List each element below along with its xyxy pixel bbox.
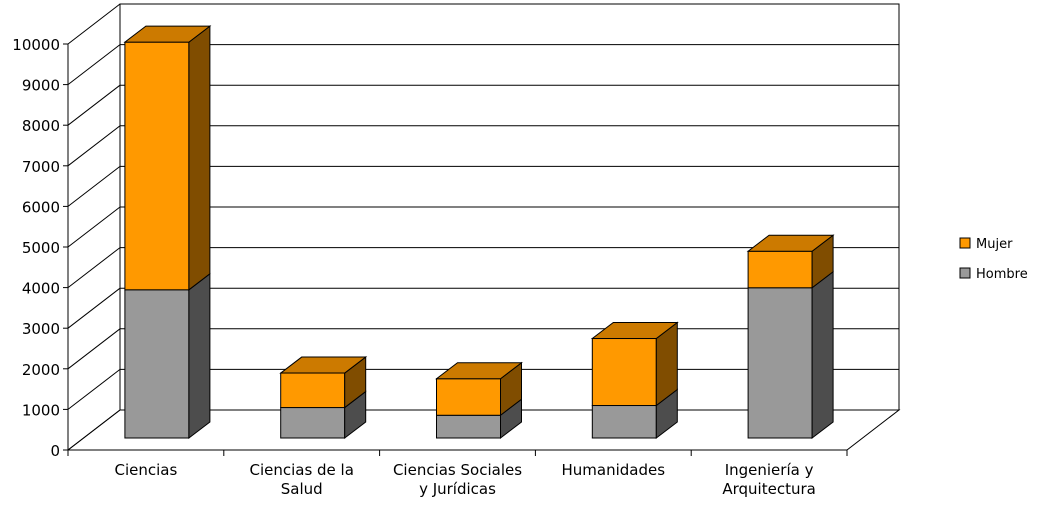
y-tick-label: 4000 (22, 280, 60, 298)
y-tick-label: 10000 (12, 36, 60, 54)
wall-diagonal (67, 328, 121, 370)
bar-mujer-top (123, 25, 212, 43)
wall-diagonal (67, 44, 121, 85)
bar-hombre-front (124, 289, 190, 439)
y-tick-label: 3000 (22, 320, 60, 338)
wall-diagonal (67, 409, 121, 451)
wall-diagonal (67, 166, 121, 207)
y-tick-label: 9000 (22, 77, 60, 95)
wall-diagonal (67, 3, 121, 45)
y-tick-label: 5000 (22, 239, 60, 257)
y-tick-label: 1000 (22, 401, 60, 419)
legend-label-mujer: Mujer (976, 237, 1013, 252)
x-tick-label: Ciencias de la Salud (249, 461, 353, 498)
x-tick-label: Ciencias Sociales y Jurídicas (393, 461, 522, 498)
legend-swatch-mujer (959, 237, 971, 249)
y-tick-label: 6000 (22, 198, 60, 216)
bar-mujer-side (188, 25, 211, 291)
wall-diagonal (67, 84, 121, 126)
bar-mujer-top (435, 362, 523, 380)
y-tick-label: 0 (50, 442, 60, 460)
bar-hombre-front (591, 405, 657, 439)
bar-mujer-top (590, 322, 679, 340)
wall-diagonal (67, 125, 121, 167)
bar-hombre-front (747, 287, 813, 439)
legend-label-hombre: Hombre (976, 267, 1028, 282)
x-tick-label: Ingeniería y Arquitectura (722, 461, 815, 498)
y-tick-label: 2000 (22, 361, 60, 379)
y-tick-label: 8000 (22, 117, 60, 135)
bar-mujer-front (436, 378, 501, 416)
bar-mujer-front (280, 372, 346, 409)
bar-hombre-side (188, 272, 211, 440)
bar-mujer-top (279, 356, 368, 374)
wall-diagonal (67, 247, 121, 288)
wall-diagonal (67, 206, 121, 248)
legend-swatch-hombre (959, 267, 971, 279)
y-tick-label: 7000 (22, 158, 60, 176)
bar-mujer-top (746, 234, 835, 252)
x-tick-label: Humanidades (562, 461, 666, 479)
wall-diagonal (67, 369, 121, 410)
bar-mujer-front (591, 338, 657, 407)
bar-mujer-front (747, 250, 813, 289)
wall-diagonal (67, 287, 121, 329)
bar-hombre-front (436, 414, 501, 439)
bar-mujer-front (124, 41, 190, 291)
bar-hombre-front (280, 407, 346, 439)
x-tick-label: Ciencias (114, 461, 177, 479)
bar-hombre-side (811, 270, 834, 440)
